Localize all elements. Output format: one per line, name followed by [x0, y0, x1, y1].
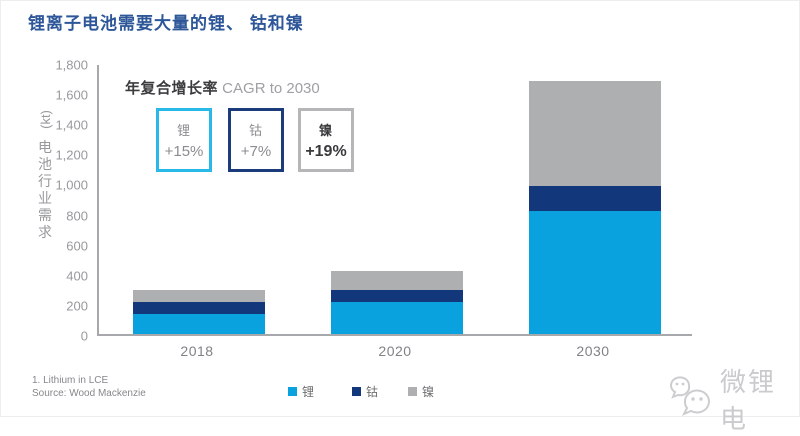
cagr-box-value: +19% — [305, 143, 347, 160]
legend-label: 锂 — [302, 385, 315, 399]
bar-segment-钴 — [529, 186, 661, 212]
cagr-box-label: 锂 — [176, 123, 191, 138]
cagr-box-cobalt: 钴 +7% — [228, 108, 284, 172]
cobalt-swatch-icon — [352, 387, 361, 396]
cagr-box-label: 镍 — [318, 123, 333, 138]
y-tick-label: 600 — [66, 238, 88, 254]
y-tick-label: 400 — [66, 268, 88, 284]
y-tick-label: 1,800 — [55, 57, 88, 73]
cagr-box-lithium: 锂 +15% — [156, 108, 212, 172]
nickel-swatch-icon — [408, 387, 417, 396]
bar-segment-锂 — [529, 211, 661, 334]
bar-2018 — [133, 289, 265, 334]
y-tick-label: 200 — [66, 298, 88, 314]
x-tick-label: 2030 — [576, 343, 610, 359]
lithium-swatch-icon — [288, 387, 297, 396]
footnote: 1. Lithium in LCE Source: Wood Mackenzie — [32, 375, 146, 400]
bar-segment-镍 — [331, 270, 463, 290]
bar-segment-镍 — [529, 81, 661, 187]
bar-2030 — [529, 81, 661, 334]
cagr-heading: 年复合增长率 CAGR to 2030 — [125, 77, 320, 98]
cagr-heading-zh: 年复合增长率 — [125, 80, 219, 97]
plot-area — [97, 65, 692, 336]
y-tick-label: 800 — [66, 208, 88, 224]
cagr-box-label: 钴 — [248, 123, 263, 138]
bar-2020 — [331, 270, 463, 334]
cagr-box-nickel: 镍 +19% — [298, 108, 354, 172]
bar-segment-钴 — [133, 301, 265, 315]
wechat-icon — [668, 375, 716, 423]
y-tick-label: 0 — [80, 328, 88, 344]
bar-segment-锂 — [331, 301, 463, 334]
y-axis-label: (kt) 电池行业需求 — [32, 110, 58, 241]
bar-segment-镍 — [133, 289, 265, 302]
y-axis-unit: (kt) — [37, 110, 53, 129]
x-tick-label: 2020 — [378, 343, 412, 359]
y-tick-label: 1,200 — [55, 147, 88, 163]
bar-segment-锂 — [133, 314, 265, 334]
footnote-line2: Source: Wood Mackenzie — [32, 387, 146, 399]
cagr-box-value: +15% — [164, 143, 204, 160]
page-title: 锂离子电池需要大量的锂、 钴和镍 — [28, 14, 304, 33]
y-tick-label: 1,600 — [55, 87, 88, 103]
footnote-line1: 1. Lithium in LCE — [32, 375, 109, 386]
y-axis-ticks: 0 200 400 600 800 1,000 1,200 1,400 1,600 1,800 — [18, 58, 88, 344]
y-tick-label: 1,400 — [55, 117, 88, 133]
x-tick-label: 2018 — [180, 343, 214, 359]
legend-item-nickel: 镍 — [408, 383, 434, 400]
watermark: 微锂电 — [668, 362, 800, 436]
y-tick-label: 1,000 — [55, 177, 88, 193]
bar-segment-钴 — [331, 289, 463, 302]
watermark-text: 微锂电 — [720, 367, 777, 434]
legend-label: 镍 — [422, 385, 435, 399]
legend-item-lithium: 锂 — [288, 383, 314, 400]
cagr-heading-en: CAGR to 2030 — [218, 80, 320, 97]
x-axis-labels: 2018 2020 2030 — [97, 343, 692, 363]
legend-label: 钴 — [366, 385, 379, 399]
cagr-box-value: +7% — [240, 143, 272, 160]
legend-item-cobalt: 钴 — [352, 383, 378, 400]
y-axis-title: 电池行业需求 — [38, 139, 52, 240]
